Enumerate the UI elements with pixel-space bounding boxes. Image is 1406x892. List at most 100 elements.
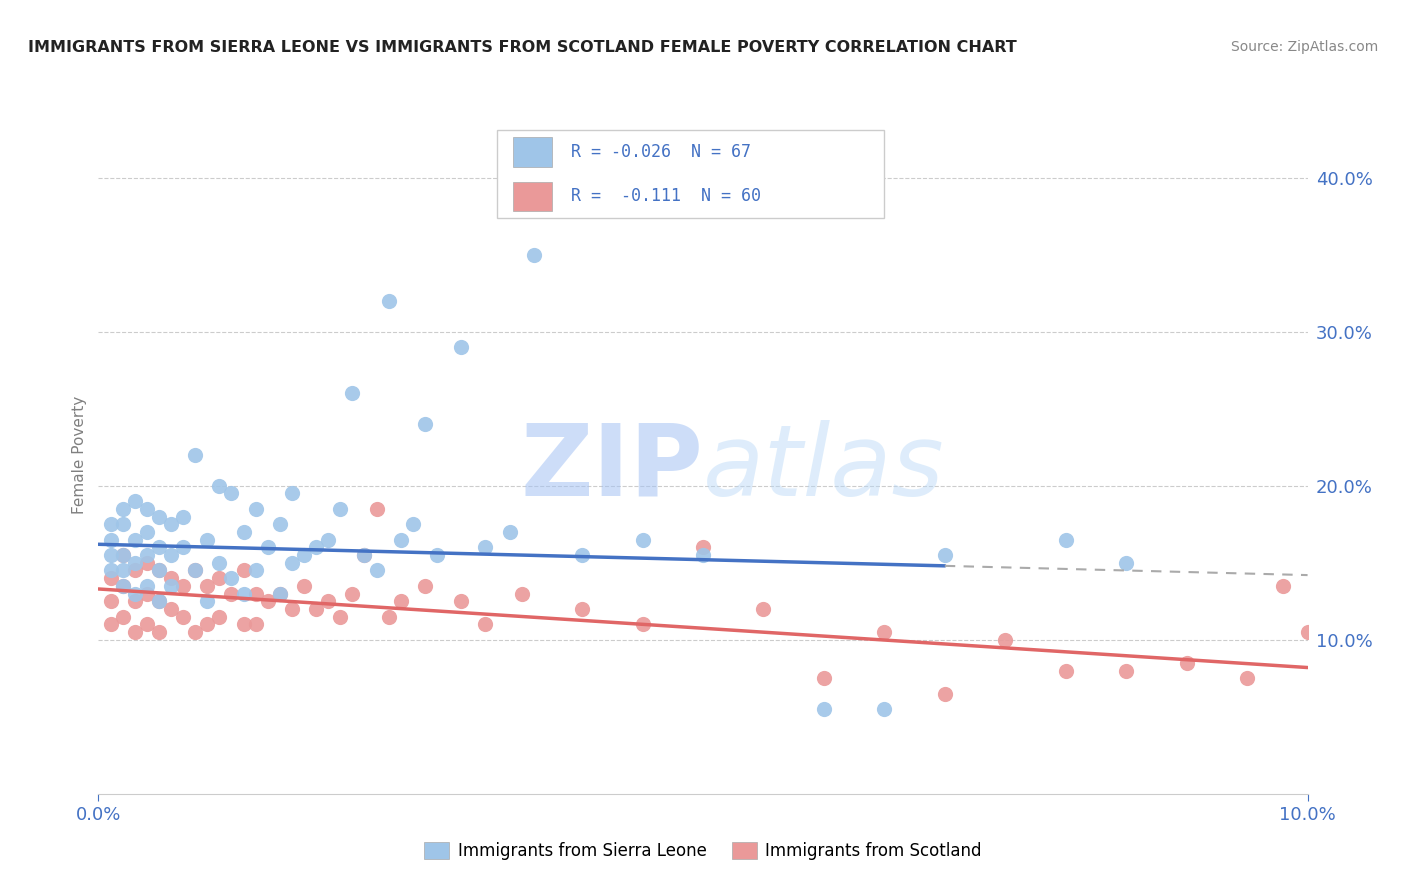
Point <box>172 541 194 555</box>
Point <box>160 602 183 616</box>
Point <box>111 564 134 578</box>
Point <box>413 579 436 593</box>
Point <box>124 556 146 570</box>
Point <box>631 617 654 632</box>
Point <box>292 548 315 562</box>
Point <box>1236 671 1258 685</box>
Point <box>135 524 157 539</box>
Point <box>221 586 243 600</box>
Point <box>208 609 231 624</box>
Point <box>1115 664 1137 678</box>
Point <box>245 586 267 600</box>
Point <box>402 517 425 532</box>
Point <box>316 594 339 608</box>
Point <box>256 541 278 555</box>
Point <box>172 609 194 624</box>
Point <box>1296 625 1319 640</box>
Point <box>377 609 399 624</box>
Point <box>232 564 254 578</box>
Point <box>1054 533 1077 547</box>
Point <box>571 602 593 616</box>
Point <box>873 625 896 640</box>
Point <box>124 494 146 508</box>
Text: Source: ZipAtlas.com: Source: ZipAtlas.com <box>1230 40 1378 54</box>
Point <box>692 541 714 555</box>
Point <box>366 501 388 516</box>
Point <box>353 548 375 562</box>
Point <box>100 564 122 578</box>
Point <box>135 501 157 516</box>
Point <box>934 687 956 701</box>
Point <box>498 524 520 539</box>
Point <box>100 617 122 632</box>
Text: IMMIGRANTS FROM SIERRA LEONE VS IMMIGRANTS FROM SCOTLAND FEMALE POVERTY CORRELAT: IMMIGRANTS FROM SIERRA LEONE VS IMMIGRAN… <box>28 40 1017 55</box>
Point <box>510 586 533 600</box>
Point <box>135 586 157 600</box>
Point <box>342 586 364 600</box>
Point <box>232 617 254 632</box>
Point <box>377 293 399 308</box>
Point <box>281 602 304 616</box>
Point <box>232 524 254 539</box>
Point <box>195 533 218 547</box>
FancyBboxPatch shape <box>513 137 551 167</box>
Point <box>184 564 207 578</box>
Point <box>135 617 157 632</box>
Point <box>124 594 146 608</box>
FancyBboxPatch shape <box>498 129 884 218</box>
Point <box>342 386 364 401</box>
Point <box>135 548 157 562</box>
Point <box>245 617 267 632</box>
Point <box>994 632 1017 647</box>
Point <box>1272 579 1295 593</box>
Point <box>184 625 207 640</box>
Point <box>813 671 835 685</box>
Point <box>366 564 388 578</box>
Point <box>450 340 472 354</box>
Point <box>813 702 835 716</box>
Point <box>111 517 134 532</box>
Point <box>148 564 170 578</box>
Point <box>389 594 412 608</box>
Point <box>100 517 122 532</box>
Point <box>124 564 146 578</box>
Point <box>752 602 775 616</box>
Point <box>111 501 134 516</box>
Point <box>221 486 243 500</box>
Point <box>172 509 194 524</box>
Point <box>474 617 496 632</box>
Point <box>172 579 194 593</box>
Point <box>305 541 328 555</box>
Point <box>184 448 207 462</box>
Point <box>124 586 146 600</box>
Text: R =  -0.111  N = 60: R = -0.111 N = 60 <box>571 187 761 205</box>
Point <box>292 579 315 593</box>
Point <box>256 594 278 608</box>
Point <box>111 579 134 593</box>
Point <box>100 548 122 562</box>
Point <box>195 594 218 608</box>
Point <box>111 548 134 562</box>
Point <box>184 564 207 578</box>
Point <box>148 541 170 555</box>
Point <box>571 548 593 562</box>
Text: R = -0.026  N = 67: R = -0.026 N = 67 <box>571 143 751 161</box>
Point <box>111 579 134 593</box>
Point <box>1175 656 1198 670</box>
Point <box>124 625 146 640</box>
Point <box>245 501 267 516</box>
Text: atlas: atlas <box>703 420 945 517</box>
Point <box>1054 664 1077 678</box>
Legend: Immigrants from Sierra Leone, Immigrants from Scotland: Immigrants from Sierra Leone, Immigrants… <box>418 836 988 867</box>
Point <box>426 548 449 562</box>
Point <box>135 556 157 570</box>
Point <box>523 247 546 261</box>
Point <box>316 533 339 547</box>
Point <box>148 564 170 578</box>
Point <box>413 417 436 431</box>
Point <box>208 479 231 493</box>
Point <box>329 501 352 516</box>
Point <box>100 594 122 608</box>
Point <box>450 594 472 608</box>
Point <box>100 533 122 547</box>
